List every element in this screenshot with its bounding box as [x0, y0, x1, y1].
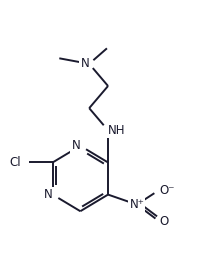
Text: N: N [44, 188, 52, 201]
Text: NH: NH [108, 124, 125, 137]
Text: N: N [71, 139, 80, 152]
Text: N: N [80, 57, 89, 70]
Text: N⁺: N⁺ [129, 198, 144, 211]
Text: Cl: Cl [9, 156, 20, 169]
Text: O: O [158, 215, 167, 228]
Text: O⁻: O⁻ [158, 184, 174, 197]
